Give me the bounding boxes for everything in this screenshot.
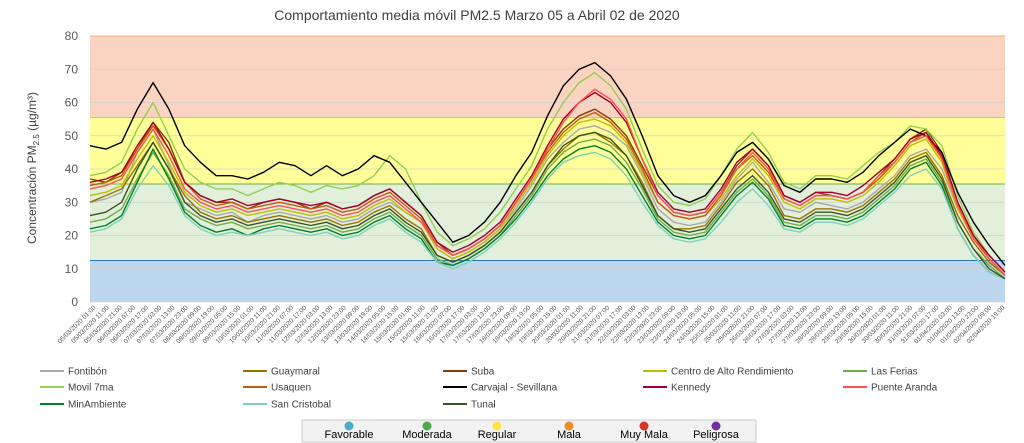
category-label: Regular xyxy=(478,429,517,441)
series-line-centro-de-alto-rendimiento xyxy=(89,118,1006,276)
category-label: Mala xyxy=(557,429,582,441)
legend-item: Las Ferias xyxy=(843,367,918,378)
legend-label: Fontibón xyxy=(68,367,107,378)
y-tick-label: 30 xyxy=(65,195,79,209)
category-dot xyxy=(492,421,502,431)
legend-label: San Cristobal xyxy=(271,400,331,411)
series-line-carvajal-sevillana xyxy=(89,61,1006,266)
legend-label: Usaquen xyxy=(271,383,311,394)
category-dot xyxy=(639,421,649,431)
y-tick-label: 10 xyxy=(65,262,79,276)
band-mala xyxy=(90,36,1005,118)
legend-item: Usaquen xyxy=(243,383,311,394)
category-label: Favorable xyxy=(325,429,374,441)
legend-label: Centro de Alto Rendimiento xyxy=(671,367,794,378)
series-line-minambiente xyxy=(89,144,1006,280)
legend-item: Movil 7ma xyxy=(40,383,114,394)
legend-item: Tunal xyxy=(443,400,496,411)
y-tick-label: 50 xyxy=(65,129,79,143)
legend-item: Carvajal - Sevillana xyxy=(443,383,558,394)
series-line-san-cristobal xyxy=(89,151,1006,280)
chart-title: Comportamiento media móvil PM2.5 Marzo 0… xyxy=(274,7,680,23)
category-dot xyxy=(564,421,574,431)
series-legend: Fontibón Guaymaral Suba Centro de Alto Rend… xyxy=(40,367,938,411)
category-label: Peligrosa xyxy=(693,429,740,441)
legend-item: Kennedy xyxy=(643,383,710,394)
category-label: Moderada xyxy=(402,429,452,441)
y-tick-label: 40 xyxy=(65,162,79,176)
category-legend: Favorable Moderada Regular Mala Muy Mala Peli… xyxy=(301,419,757,443)
legend-label: Suba xyxy=(471,367,495,378)
legend-label: MinAmbiente xyxy=(68,400,127,411)
legend-item: MinAmbiente xyxy=(40,400,127,411)
y-tick-label: 20 xyxy=(65,229,79,243)
y-tick-label: 60 xyxy=(65,96,79,110)
category-item: Favorable xyxy=(325,421,374,441)
category-item: Mala xyxy=(557,421,582,441)
band-regular xyxy=(90,117,1005,184)
y-axis-label: Concentración PM2.5 (µg/m³) xyxy=(25,92,41,244)
legend-label: Movil 7ma xyxy=(68,383,114,394)
series-line-kennedy xyxy=(89,91,1006,273)
legend-label: Tunal xyxy=(471,400,496,411)
series-line-tunal xyxy=(89,131,1006,280)
legend-item: Suba xyxy=(443,367,495,378)
legend-label: Puente Aranda xyxy=(871,383,938,394)
legend-item: Centro de Alto Rendimiento xyxy=(643,367,794,378)
legend-label: Kennedy xyxy=(671,383,710,394)
legend-label: Guaymaral xyxy=(271,367,320,378)
series-line-fontib-n xyxy=(89,125,1006,276)
category-item: Muy Mala xyxy=(620,421,669,441)
category-dot xyxy=(711,421,721,431)
y-tick-label: 80 xyxy=(65,29,79,43)
band-moderada xyxy=(90,183,1005,261)
y-tick-labels: 0 10 20 30 40 50 60 70 80 xyxy=(65,29,79,309)
category-dot xyxy=(344,421,354,431)
legend-item: Puente Aranda xyxy=(843,383,938,394)
category-dot xyxy=(422,421,432,431)
category-label: Muy Mala xyxy=(620,429,669,441)
category-item: Peligrosa xyxy=(693,421,740,441)
category-item: Regular xyxy=(478,421,517,441)
series-line-puente-aranda xyxy=(89,88,1006,276)
category-item: Moderada xyxy=(402,421,453,441)
legend-item: Fontibón xyxy=(40,367,107,378)
legend-label: Las Ferias xyxy=(871,367,918,378)
legend-label: Carvajal - Sevillana xyxy=(471,383,558,394)
y-tick-label: 70 xyxy=(65,62,79,76)
band-favorable xyxy=(90,260,1005,302)
series-lines xyxy=(89,61,1006,280)
series-line-movil-7ma xyxy=(89,71,1006,273)
series-line-las-ferias xyxy=(89,138,1006,280)
legend-item: San Cristobal xyxy=(243,400,331,411)
legend-item: Guaymaral xyxy=(243,367,320,378)
y-tick-label: 0 xyxy=(71,295,78,309)
